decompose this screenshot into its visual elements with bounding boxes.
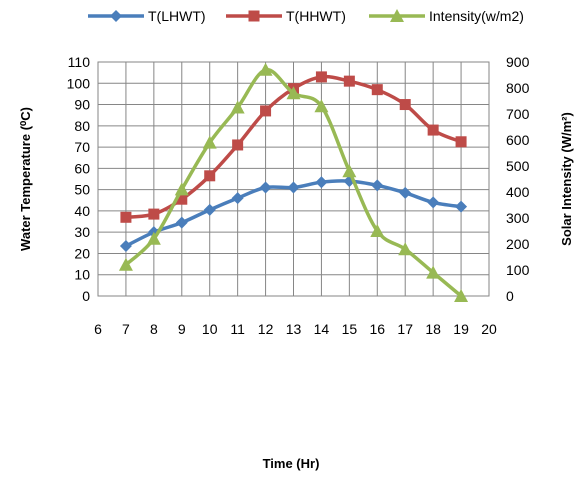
x-tick-label: 7 — [122, 321, 130, 337]
y-tick-label: 10 — [74, 267, 90, 283]
data-point-intensity-w-m2 — [258, 62, 273, 76]
data-point-t-lhwt — [427, 196, 440, 209]
data-point-t-hhwt — [176, 193, 188, 205]
x-tick-label: 6 — [94, 321, 102, 337]
data-point-t-hhwt — [120, 211, 132, 223]
x-tick-label: 18 — [425, 321, 441, 337]
data-point-t-lhwt — [175, 216, 188, 229]
x-tick-label: 16 — [369, 321, 385, 337]
data-point-t-lhwt — [231, 192, 244, 205]
data-point-t-lhwt — [203, 203, 216, 216]
data-point-t-hhwt — [204, 170, 216, 182]
data-point-t-hhwt — [399, 99, 411, 111]
data-point-intensity-w-m2 — [230, 100, 245, 114]
data-point-t-hhwt — [260, 105, 272, 117]
x-tick-label: 11 — [230, 321, 245, 337]
series-area — [118, 62, 469, 302]
data-point-t-lhwt — [399, 186, 412, 199]
y-axis-title: Water Temperature (⁰C) — [18, 107, 33, 251]
y-tick-label: 80 — [74, 118, 90, 134]
data-point-t-lhwt — [371, 179, 384, 192]
y2-tick-label: 700 — [506, 106, 530, 122]
axes: 0 10 20 30 40 50 60 70 80 90 100 110 0 100 200 300 400 50… — [67, 54, 530, 337]
y2-tick-label: 0 — [506, 288, 514, 304]
y-tick-label: 20 — [74, 245, 90, 261]
data-point-t-lhwt — [119, 240, 132, 253]
x-tick-label: 19 — [453, 321, 469, 337]
y2-tick-label: 600 — [506, 132, 530, 148]
data-point-t-hhwt — [148, 208, 160, 220]
y-tick-label: 30 — [74, 224, 90, 240]
x-tick-label: 8 — [150, 321, 158, 337]
x-tick-label: 14 — [314, 321, 330, 337]
data-point-intensity-w-m2 — [426, 265, 441, 279]
data-point-intensity-w-m2 — [174, 182, 189, 196]
legend-item-t-lhwt: T(LHWT) — [88, 8, 206, 24]
data-point-t-lhwt — [455, 200, 468, 213]
data-point-t-hhwt — [371, 84, 383, 96]
x-tick-label: 20 — [481, 321, 497, 337]
data-point-t-lhwt — [259, 181, 272, 194]
legend-item-t-hhwt: T(HHWT) — [226, 8, 346, 24]
data-point-t-lhwt — [315, 176, 328, 189]
x-tick-label: 10 — [202, 321, 218, 337]
plot-area-border — [97, 61, 490, 297]
legend-label: Intensity(w/m2) — [429, 8, 524, 24]
data-point-intensity-w-m2 — [118, 257, 133, 271]
y-tick-label: 0 — [82, 288, 90, 304]
data-point-intensity-w-m2 — [454, 289, 469, 302]
data-point-intensity-w-m2 — [286, 86, 301, 100]
legend-label: T(LHWT) — [148, 8, 206, 24]
x-tick-label: 9 — [178, 321, 186, 337]
y2-tick-label: 100 — [506, 262, 530, 278]
data-point-intensity-w-m2 — [398, 242, 413, 256]
x-tick-label: 17 — [397, 321, 413, 337]
y2-tick-label: 200 — [506, 236, 530, 252]
legend-marker — [390, 9, 404, 22]
y-tick-label: 100 — [67, 75, 91, 91]
y-tick-label: 50 — [74, 182, 90, 198]
data-point-intensity-w-m2 — [202, 135, 217, 149]
y2-tick-label: 800 — [506, 80, 530, 96]
data-point-t-hhwt — [343, 75, 355, 87]
data-point-intensity-w-m2 — [342, 164, 357, 178]
legend-marker — [248, 10, 260, 22]
x-tick-label: 15 — [342, 321, 358, 337]
y-tick-label: 90 — [74, 97, 90, 113]
y-tick-label: 110 — [68, 54, 91, 70]
data-point-intensity-w-m2 — [370, 224, 385, 237]
legend-label: T(HHWT) — [286, 8, 346, 24]
data-point-intensity-w-m2 — [146, 231, 161, 245]
y-tick-label: 40 — [74, 203, 90, 219]
data-point-t-hhwt — [315, 71, 327, 83]
y2-axis-title: Solar Intensity (W/m²) — [559, 112, 574, 246]
legend: T(LHWT) T(HHWT) Intensity(w/m2) — [88, 8, 524, 24]
y2-tick-label: 300 — [506, 210, 530, 226]
y2-tick-label: 500 — [506, 158, 530, 174]
y2-tick-label: 900 — [506, 54, 530, 70]
y-tick-label: 70 — [74, 139, 90, 155]
grid — [97, 61, 490, 297]
data-point-t-hhwt — [232, 139, 244, 151]
legend-item-intensity-w-m2: Intensity(w/m2) — [369, 8, 524, 24]
data-point-t-lhwt — [287, 181, 300, 194]
y-tick-label: 60 — [74, 160, 90, 176]
legend-marker — [110, 10, 122, 22]
data-point-t-hhwt — [427, 124, 439, 136]
data-point-intensity-w-m2 — [314, 99, 329, 113]
x-tick-label: 13 — [286, 321, 302, 337]
data-point-t-hhwt — [455, 136, 467, 148]
y2-tick-label: 400 — [506, 184, 530, 200]
x-tick-label: 12 — [258, 321, 274, 337]
x-axis-title: Time (Hr) — [263, 456, 320, 471]
